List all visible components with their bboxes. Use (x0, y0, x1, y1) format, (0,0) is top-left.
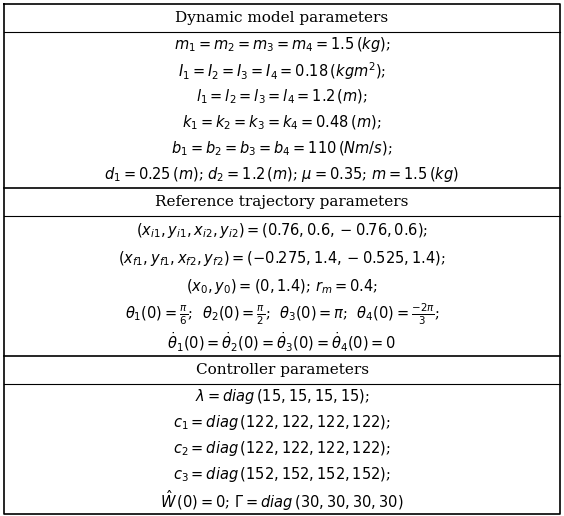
Text: $m_1 = m_2 = m_3 = m_4 = 1.5\,(kg)$;: $m_1 = m_2 = m_3 = m_4 = 1.5\,(kg)$; (174, 36, 390, 55)
Text: $\dot{\theta}_1(0) = \dot{\theta}_2(0) = \dot{\theta}_3(0) = \dot{\theta}_4(0) =: $\dot{\theta}_1(0) = \dot{\theta}_2(0) =… (168, 330, 396, 353)
Text: $I_1 = I_2 = I_3 = I_4 = 0.18\,(kgm^2)$;: $I_1 = I_2 = I_3 = I_4 = 0.18\,(kgm^2)$; (178, 60, 386, 82)
Text: $(x_{i1}, y_{i1}, x_{i2}, y_{i2}) = (0.76, 0.6, -0.76, 0.6)$;: $(x_{i1}, y_{i1}, x_{i2}, y_{i2}) = (0.7… (136, 220, 428, 239)
Text: Reference trajectory parameters: Reference trajectory parameters (155, 195, 409, 209)
Text: $(x_0, y_0) = (0, 1.4)$; $r_m = 0.4$;: $(x_0, y_0) = (0, 1.4)$; $r_m = 0.4$; (186, 277, 378, 296)
Text: $c_1 = diag\,(122, 122, 122, 122)$;: $c_1 = diag\,(122, 122, 122, 122)$; (173, 413, 391, 432)
Text: $(x_{f1}, y_{f1}, x_{f2}, y_{f2}) = (-0.275, 1.4, -0.525, 1.4)$;: $(x_{f1}, y_{f1}, x_{f2}, y_{f2}) = (-0.… (118, 249, 446, 267)
Text: $\lambda = diag\,(15, 15, 15, 15)$;: $\lambda = diag\,(15, 15, 15, 15)$; (195, 388, 369, 407)
Text: $\hat{W}\,(0) = 0$; $\mathit{\Gamma} = diag\,(30, 30, 30, 30)$: $\hat{W}\,(0) = 0$; $\mathit{\Gamma} = d… (160, 489, 404, 513)
Text: $c_3 = diag\,(152, 152, 152, 152)$;: $c_3 = diag\,(152, 152, 152, 152)$; (173, 465, 391, 485)
Text: $c_2 = diag\,(122, 122, 122, 122)$;: $c_2 = diag\,(122, 122, 122, 122)$; (173, 440, 391, 459)
Text: Controller parameters: Controller parameters (196, 363, 368, 377)
Text: $b_1 = b_2 = b_3 = b_4 = 110\,(Nm/s)$;: $b_1 = b_2 = b_3 = b_4 = 110\,(Nm/s)$; (171, 140, 393, 158)
Text: $d_1 = 0.25\,(m)$; $d_2 = 1.2\,(m)$; $\mu = 0.35$; $m = 1.5\,(kg)$: $d_1 = 0.25\,(m)$; $d_2 = 1.2\,(m)$; $\m… (104, 166, 460, 185)
Text: $\theta_1(0) = \frac{\pi}{6}$;  $\theta_2(0) = \frac{\pi}{2}$;  $\theta_3(0) = \: $\theta_1(0) = \frac{\pi}{6}$; $\theta_2… (125, 301, 439, 327)
Text: Dynamic model parameters: Dynamic model parameters (175, 11, 389, 25)
Text: $l_1 = l_2 = l_3 = l_4 = 1.2\,(m)$;: $l_1 = l_2 = l_3 = l_4 = 1.2\,(m)$; (196, 88, 368, 106)
Text: $k_1 = k_2 = k_3 = k_4 = 0.48\,(m)$;: $k_1 = k_2 = k_3 = k_4 = 0.48\,(m)$; (182, 114, 382, 132)
